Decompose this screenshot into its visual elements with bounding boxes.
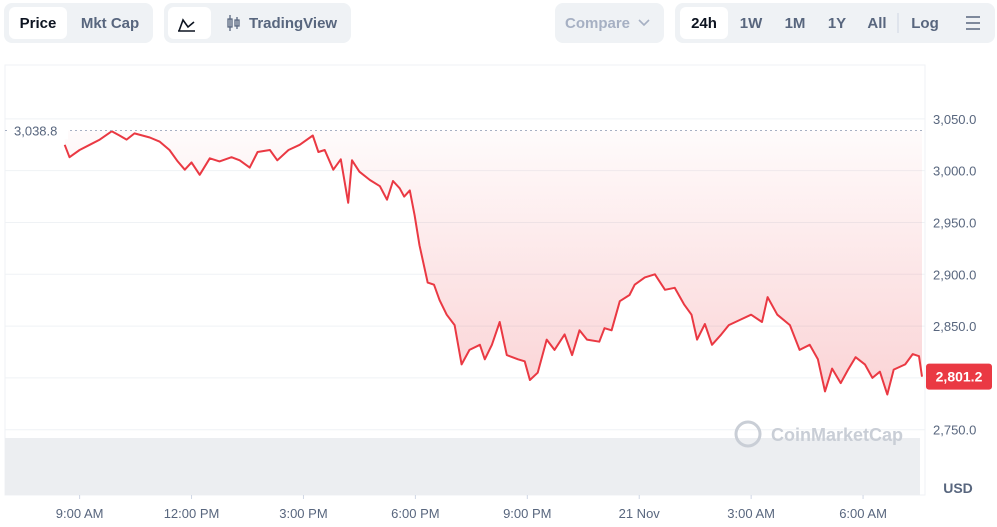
- toggle-active: [9, 7, 67, 39]
- toggle-active: [168, 7, 211, 39]
- watermark-logo: [734, 420, 762, 448]
- range-active: [680, 7, 728, 39]
- watermark: CoinMarketCap: [734, 420, 903, 448]
- range-button[interactable]: 1M: [785, 15, 806, 32]
- last-price-label: 2,801.2: [936, 369, 983, 385]
- y-tick-label: 3,000.0: [933, 164, 976, 179]
- range-button[interactable]: 24h: [691, 15, 717, 32]
- settings-icon[interactable]: [966, 16, 980, 30]
- y-tick-label: 2,750.0: [933, 423, 976, 438]
- compare-button[interactable]: [555, 3, 664, 43]
- tradingview-tab[interactable]: TradingView: [249, 15, 337, 32]
- compare-label[interactable]: Compare: [565, 15, 630, 32]
- x-tick-label: 9:00 AM: [56, 506, 104, 521]
- x-tick-label: 3:00 PM: [279, 506, 327, 521]
- watermark-text: CoinMarketCap: [771, 425, 903, 445]
- range-group: [675, 3, 995, 43]
- currency-label: USD: [943, 480, 973, 496]
- y-tick-label: 2,900.0: [933, 267, 976, 282]
- last-price-tag: [926, 363, 992, 390]
- line-icon[interactable]: [178, 18, 195, 32]
- reference-label: 3,038.8: [14, 123, 57, 138]
- range-button[interactable]: All: [867, 15, 886, 32]
- y-tick-label: 2,950.0: [933, 215, 976, 230]
- candle-icon: [227, 15, 240, 31]
- reference-label-bg: [10, 121, 68, 140]
- y-tick-label: 2,850.0: [933, 319, 976, 334]
- log-button[interactable]: Log: [911, 15, 939, 32]
- volume-area: [5, 438, 920, 495]
- price-tab[interactable]: Price: [20, 15, 57, 32]
- x-tick-label: 6:00 PM: [391, 506, 439, 521]
- toolbar: Price Mkt Cap TradingView Compare 24h 1W…: [4, 3, 995, 43]
- x-tick-label: 21 Nov: [619, 506, 661, 521]
- y-tick-label: 3,050.0: [933, 112, 976, 127]
- x-tick-label: 12:00 PM: [164, 506, 220, 521]
- x-tick-label: 3:00 AM: [727, 506, 775, 521]
- area: [64, 130, 923, 395]
- mktcap-tab[interactable]: Mkt Cap: [81, 15, 139, 32]
- range-button[interactable]: 1Y: [828, 15, 846, 32]
- price-line: [63, 130, 923, 396]
- range-button[interactable]: 1W: [740, 15, 763, 32]
- x-tick-label: 9:00 PM: [503, 506, 551, 521]
- x-tick-label: 6:00 AM: [839, 506, 887, 521]
- chevron: [638, 19, 650, 27]
